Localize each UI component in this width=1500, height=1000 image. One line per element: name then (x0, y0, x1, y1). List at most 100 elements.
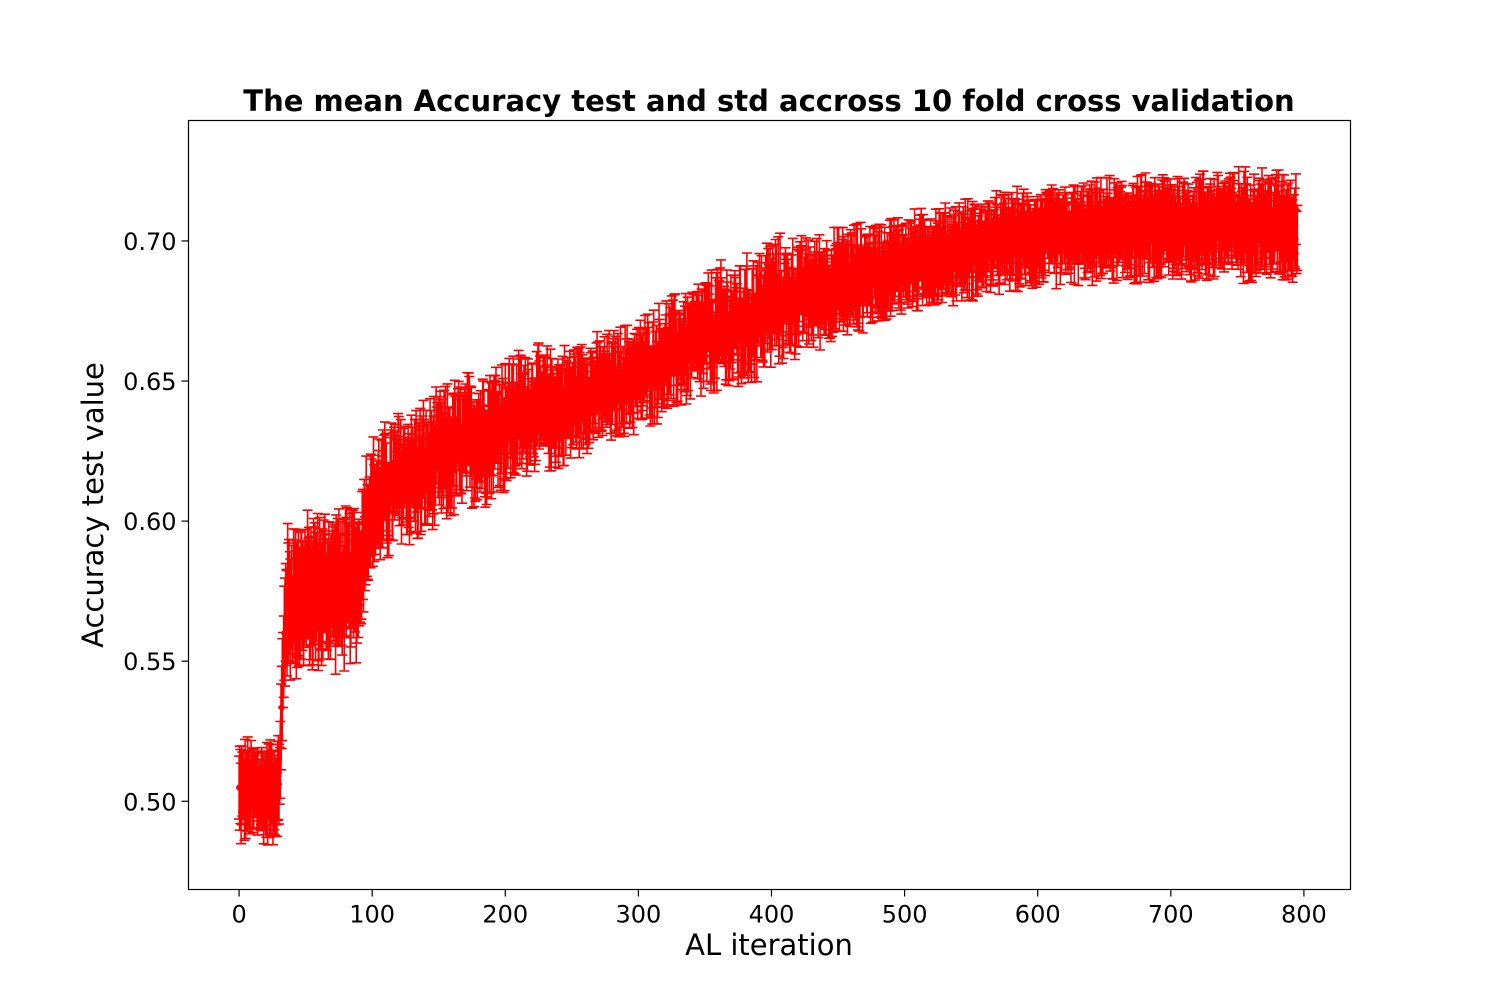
data-point (1237, 222, 1243, 229)
data-point (486, 446, 493, 453)
data-point (334, 576, 341, 583)
data-point (614, 395, 621, 402)
data-point (608, 366, 615, 373)
data-point (1016, 245, 1023, 251)
data-point (419, 454, 426, 461)
data-point (808, 306, 815, 312)
data-point (851, 260, 857, 267)
data-point (997, 236, 1004, 243)
data-point (371, 512, 378, 519)
data-point (1271, 221, 1278, 227)
data-point (393, 465, 400, 472)
data-point (981, 247, 988, 254)
data-point (353, 600, 360, 607)
data-point (1013, 251, 1020, 258)
data-point (1037, 233, 1044, 240)
data-point (686, 332, 692, 339)
data-point (960, 242, 967, 249)
data-point (946, 242, 953, 249)
data-point (757, 311, 764, 318)
data-point (1245, 231, 1251, 237)
data-point (776, 315, 783, 322)
data-point (805, 299, 812, 306)
data-point (787, 303, 794, 310)
data-point (435, 436, 442, 443)
data-point (489, 426, 495, 433)
data-point (363, 531, 370, 538)
data-point (385, 499, 392, 506)
data-point (345, 568, 352, 575)
data-point (1229, 227, 1235, 234)
data-point (603, 387, 610, 394)
data-point (1101, 232, 1108, 239)
data-point (430, 461, 437, 468)
data-point (1064, 220, 1070, 227)
data-point (278, 704, 285, 711)
data-point (885, 276, 892, 283)
data-point (992, 225, 999, 232)
data-point (254, 790, 261, 797)
x-tick-label: 200 (482, 901, 528, 929)
data-point (539, 402, 546, 409)
data-point (260, 785, 266, 792)
data-point (1274, 230, 1281, 237)
data-point (552, 419, 559, 426)
data-point (747, 338, 754, 344)
data-point (1106, 212, 1113, 219)
data-point (1133, 215, 1140, 222)
data-point (347, 600, 354, 607)
data-point (246, 799, 253, 806)
data-point (1061, 230, 1068, 237)
data-point (1000, 226, 1007, 233)
data-point (526, 429, 533, 436)
data-point (741, 300, 748, 307)
data-point (600, 382, 607, 389)
data-point (1069, 227, 1076, 234)
data-point (462, 416, 469, 423)
data-point (891, 250, 897, 257)
data-point (422, 484, 429, 491)
data-point (520, 405, 527, 412)
data-point (779, 320, 786, 326)
data-point (1010, 244, 1017, 251)
data-point (994, 242, 1001, 249)
data-point (358, 572, 365, 579)
data-point (401, 472, 408, 479)
data-point (1050, 224, 1057, 230)
data-point (736, 297, 743, 304)
data-point (1127, 242, 1134, 249)
data-point (659, 358, 666, 365)
data-point (755, 306, 762, 313)
data-point (414, 489, 421, 496)
data-point (1215, 233, 1222, 240)
data-point (579, 385, 586, 392)
data-point (507, 436, 514, 443)
data-point (986, 226, 993, 232)
data-point (1253, 233, 1259, 240)
data-point (1191, 242, 1198, 249)
data-point (744, 330, 751, 337)
x-tick-label: 0 (231, 901, 246, 929)
data-point (1117, 220, 1124, 227)
data-point (933, 251, 940, 258)
data-point (1056, 216, 1062, 223)
data-point (483, 454, 490, 461)
x-tick-label: 600 (1015, 901, 1061, 929)
data-point (326, 601, 333, 608)
data-point (715, 329, 722, 336)
data-point (901, 259, 908, 266)
data-point (467, 428, 474, 434)
data-point (1205, 221, 1212, 228)
data-point (672, 341, 679, 347)
data-point (568, 404, 575, 411)
data-point (827, 300, 834, 307)
data-point (331, 571, 338, 578)
data-point (1261, 224, 1267, 231)
data-point (941, 245, 948, 252)
data-point (896, 260, 903, 266)
data-point (1207, 211, 1214, 218)
data-point (473, 441, 479, 448)
x-tick-label: 500 (882, 901, 928, 929)
data-point (441, 431, 448, 438)
